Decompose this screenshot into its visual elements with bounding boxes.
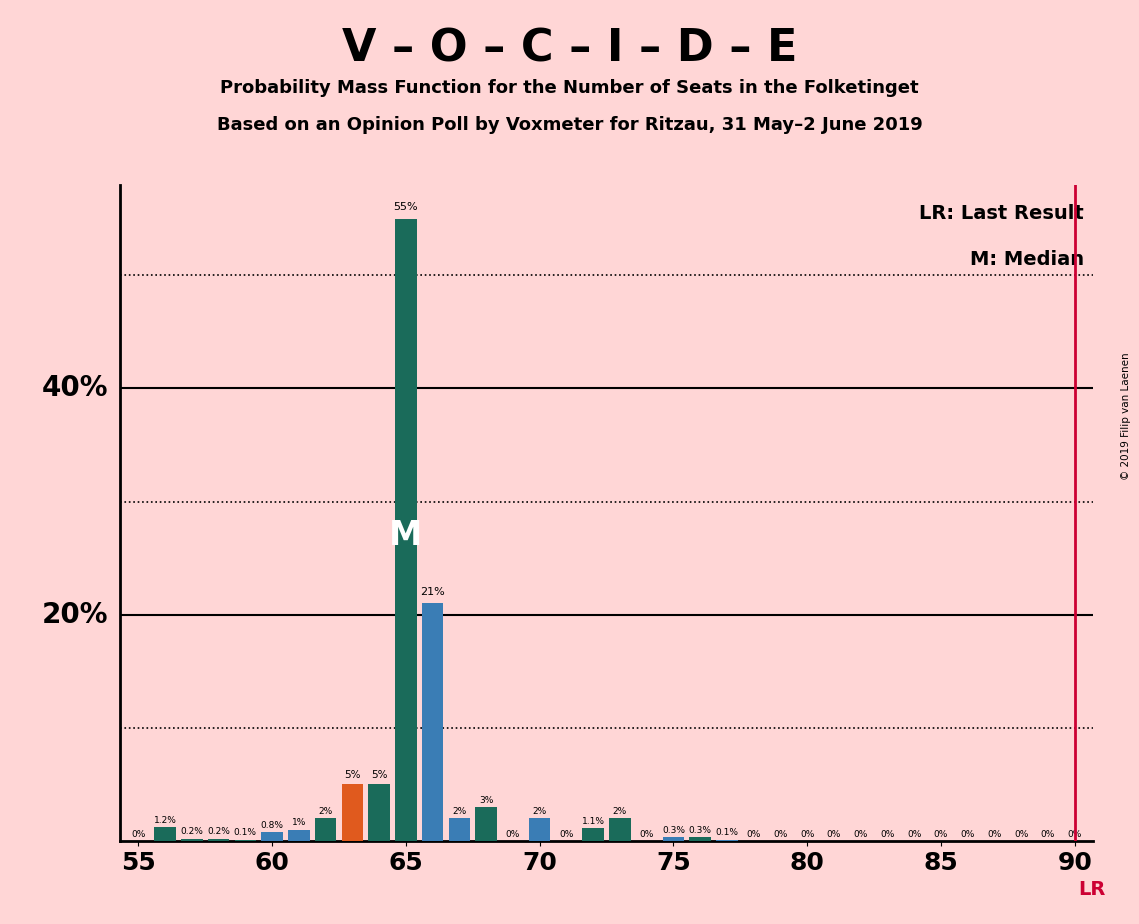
Text: 0.3%: 0.3%: [689, 826, 712, 835]
Text: 0%: 0%: [1014, 830, 1029, 839]
Text: 1.2%: 1.2%: [154, 816, 177, 825]
Text: 0.3%: 0.3%: [662, 826, 685, 835]
Bar: [261, 832, 282, 841]
Bar: [395, 219, 417, 841]
Text: 0%: 0%: [960, 830, 975, 839]
Text: © 2019 Filip van Laenen: © 2019 Filip van Laenen: [1121, 352, 1131, 480]
Text: 0%: 0%: [746, 830, 761, 839]
Text: 1.1%: 1.1%: [582, 817, 605, 826]
Text: M: Median: M: Median: [969, 250, 1083, 270]
Bar: [449, 819, 470, 841]
Bar: [528, 819, 550, 841]
Text: 0%: 0%: [988, 830, 1001, 839]
Text: 2%: 2%: [613, 807, 626, 816]
Text: 1%: 1%: [292, 819, 306, 827]
Text: 0%: 0%: [1067, 830, 1082, 839]
Bar: [181, 839, 203, 841]
Text: 0.2%: 0.2%: [207, 827, 230, 836]
Bar: [155, 827, 175, 841]
Text: V – O – C – I – D – E: V – O – C – I – D – E: [342, 28, 797, 71]
Bar: [609, 819, 631, 841]
Text: 2%: 2%: [319, 807, 333, 816]
Text: 0.1%: 0.1%: [715, 829, 738, 837]
Text: 0%: 0%: [639, 830, 654, 839]
Text: 0%: 0%: [773, 830, 787, 839]
Text: 0%: 0%: [1041, 830, 1055, 839]
Bar: [235, 840, 256, 841]
Bar: [342, 784, 363, 841]
Text: 5%: 5%: [371, 770, 387, 780]
Text: 0%: 0%: [506, 830, 521, 839]
Text: 0%: 0%: [131, 830, 146, 839]
Text: 40%: 40%: [42, 374, 108, 402]
Text: 0.1%: 0.1%: [233, 829, 256, 837]
Text: 0%: 0%: [880, 830, 894, 839]
Bar: [582, 829, 604, 841]
Bar: [288, 830, 310, 841]
Text: Probability Mass Function for the Number of Seats in the Folketinget: Probability Mass Function for the Number…: [220, 79, 919, 96]
Bar: [716, 840, 738, 841]
Bar: [475, 807, 497, 841]
Text: 0%: 0%: [800, 830, 814, 839]
Text: M: M: [390, 519, 423, 552]
Text: 0.8%: 0.8%: [261, 821, 284, 830]
Text: 0%: 0%: [934, 830, 948, 839]
Text: 0%: 0%: [559, 830, 574, 839]
Bar: [663, 837, 685, 841]
Text: 0.2%: 0.2%: [180, 827, 203, 836]
Text: 5%: 5%: [344, 770, 361, 780]
Bar: [689, 837, 711, 841]
Text: 3%: 3%: [478, 796, 493, 805]
Bar: [208, 839, 229, 841]
Text: 0%: 0%: [907, 830, 921, 839]
Text: 55%: 55%: [394, 202, 418, 212]
Text: 20%: 20%: [42, 601, 108, 628]
Text: LR: LR: [1079, 881, 1106, 899]
Bar: [368, 784, 390, 841]
Bar: [314, 819, 336, 841]
Text: LR: Last Result: LR: Last Result: [919, 204, 1083, 224]
Text: Based on an Opinion Poll by Voxmeter for Ritzau, 31 May–2 June 2019: Based on an Opinion Poll by Voxmeter for…: [216, 116, 923, 133]
Text: 2%: 2%: [533, 807, 547, 816]
Bar: [421, 603, 443, 841]
Text: 0%: 0%: [853, 830, 868, 839]
Text: 0%: 0%: [827, 830, 841, 839]
Text: 2%: 2%: [452, 807, 467, 816]
Text: 21%: 21%: [420, 587, 445, 597]
